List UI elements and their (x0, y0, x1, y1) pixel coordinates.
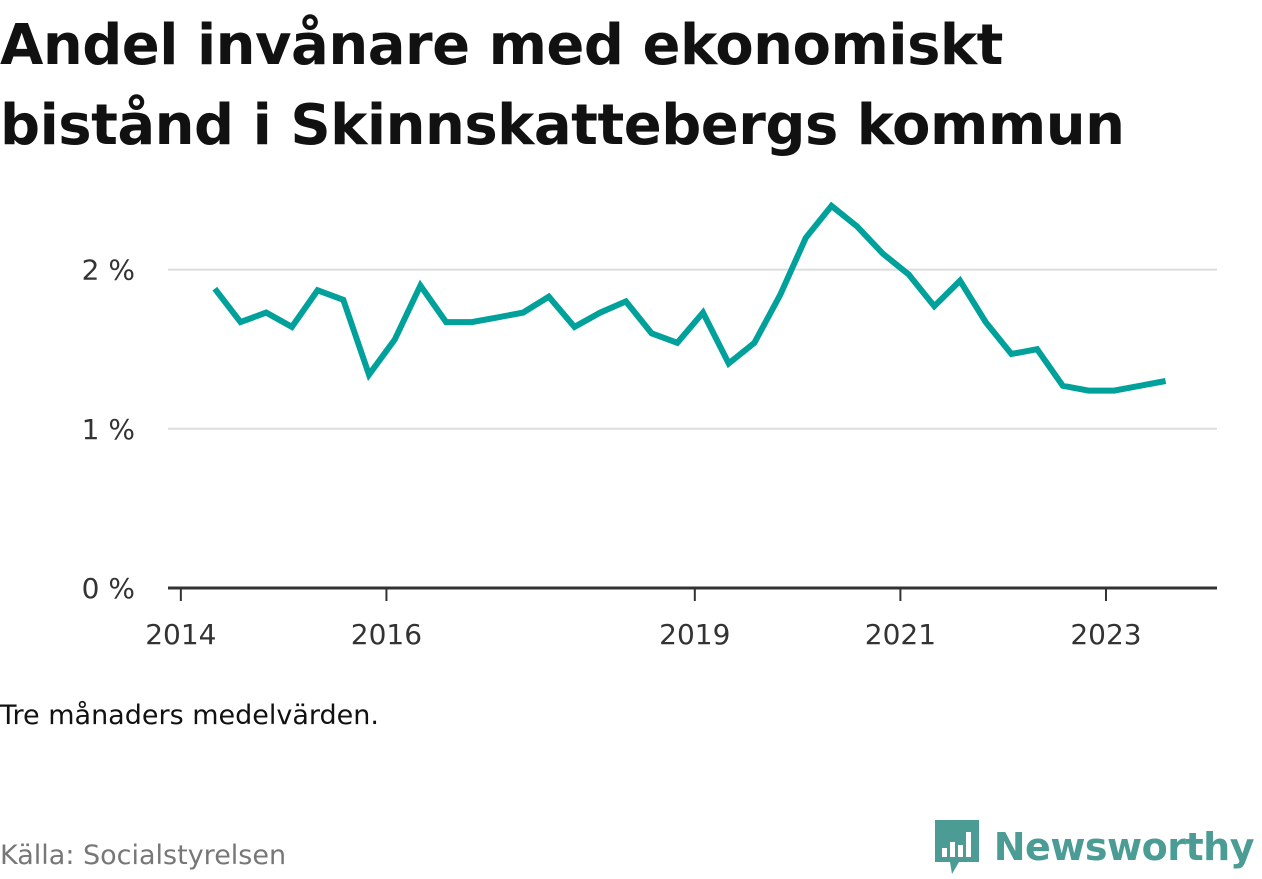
brand-name: Newsworthy (993, 825, 1255, 869)
y-tick-label: 1 % (82, 413, 135, 446)
y-axis-tick-labels: 0 % 1 % 2 % (82, 254, 135, 605)
gridlines (168, 268, 1217, 430)
x-tick-label: 2021 (865, 618, 936, 651)
brand-logo: Newsworthy (932, 818, 1255, 876)
line-chart: 0 % 1 % 2 % 2014 2016 2019 2021 2023 (82, 201, 1217, 651)
y-tick-label: 2 % (82, 254, 135, 287)
x-tick-label: 2016 (351, 618, 422, 651)
series-line (212, 201, 1167, 394)
x-tick-label: 2014 (145, 618, 216, 651)
source-text: Källa: Socialstyrelsen (0, 840, 287, 871)
newsworthy-logo-icon (934, 820, 979, 874)
x-tick-label: 2019 (659, 618, 730, 651)
chart-title: Andel invånare med ekonomiskt bistånd i … (0, 6, 1250, 166)
series-layer (212, 201, 1167, 394)
title-line-1: Andel invånare med ekonomiskt (0, 13, 1003, 78)
x-axis (168, 586, 1217, 601)
x-axis-tick-labels: 2014 2016 2019 2021 2023 (145, 618, 1141, 651)
title-line-2: bistånd i Skinnskattebergs kommun (0, 93, 1125, 158)
y-tick-label: 0 % (82, 572, 135, 605)
x-tick-label: 2023 (1070, 618, 1141, 651)
chart-note: Tre månaders medelvärden. (0, 700, 379, 731)
